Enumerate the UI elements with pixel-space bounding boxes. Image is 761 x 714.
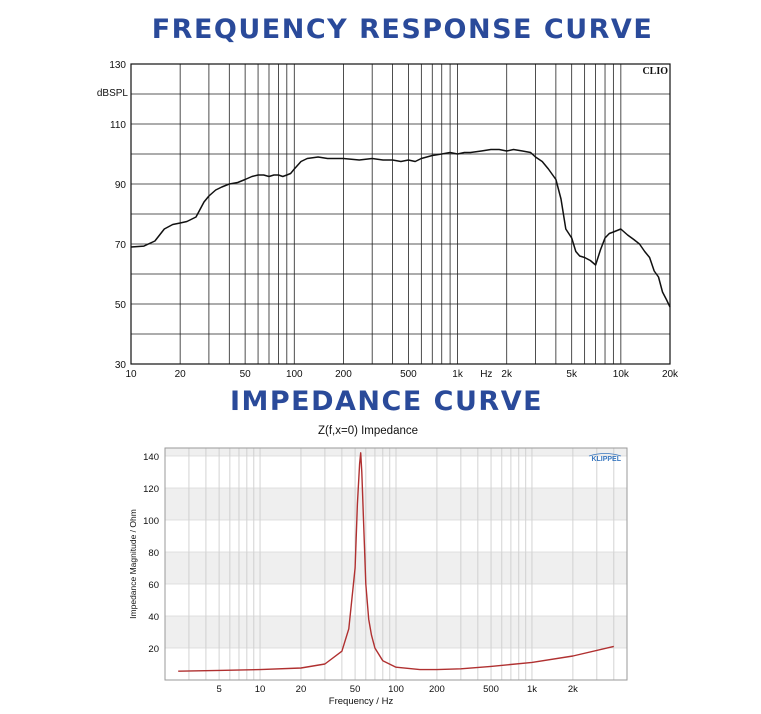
fr-x-tick-label: 10 [125, 369, 137, 380]
fr-x-tick-label: 200 [335, 369, 352, 380]
fr-y-tick-label: 90 [115, 180, 127, 191]
imp-y-tick-label: 20 [148, 644, 159, 655]
imp-series-line [178, 452, 614, 672]
imp-y-tick-label: 40 [148, 612, 159, 623]
imp-x-tick-label: 10 [255, 684, 266, 695]
fr-y-tick-label: 70 [115, 240, 127, 251]
fr-x-tick-label: 1k [452, 369, 464, 380]
fr-y-tick-label: 130 [109, 60, 126, 71]
imp-x-tick-label: 5 [216, 684, 221, 695]
fr-brand-label: CLIO [642, 66, 668, 77]
imp-brand-label: KLIPPEL [591, 456, 621, 463]
fr-x-tick-label: Hz [480, 369, 492, 380]
imp-title: Z(f,x=0) Impedance [318, 425, 418, 437]
fr-brand-backing [641, 65, 669, 76]
imp-y-tick-label: 100 [143, 516, 159, 527]
fr-x-tick-label: 5k [566, 369, 578, 380]
imp-plot-frame [164, 447, 628, 681]
fr-plot-frame [130, 63, 671, 365]
imp-x-tick-label: 100 [388, 684, 404, 695]
fr-x-tick-label: 2k [501, 369, 513, 380]
imp-y-tick-label: 120 [143, 484, 159, 495]
fr-y-tick-label: 110 [110, 120, 126, 131]
fr-x-tick-label: 20 [175, 369, 187, 380]
fr-ylabel: dBSPL [97, 88, 129, 99]
fr-series-line [130, 148, 671, 308]
imp-xlabel: Frequency / Hz [329, 696, 394, 707]
fr-x-tick-label: 20k [662, 369, 679, 380]
fr-x-tick-label: 10k [613, 369, 630, 380]
fr-y-tick-label: 50 [115, 300, 127, 311]
fr-y-tick-label: 30 [115, 360, 127, 371]
imp-y-tick-label: 60 [148, 580, 159, 591]
imp-y-tick-label: 80 [148, 548, 159, 559]
imp-brand-arc [588, 453, 622, 457]
imp-x-tick-label: 50 [350, 684, 361, 695]
fr-x-tick-label: 50 [240, 369, 252, 380]
imp-x-tick-label: 200 [429, 684, 445, 695]
imp-x-tick-label: 20 [296, 684, 307, 695]
fr-x-tick-label: 500 [400, 369, 417, 380]
imp-y-tick-label: 140 [143, 452, 159, 463]
imp-x-tick-label: 1k [527, 684, 537, 695]
imp-x-tick-label: 2k [568, 684, 578, 695]
frequency-response-heading: FREQUENCY RESPONSE CURVE [151, 14, 654, 45]
impedance-heading: IMPEDANCE CURVE [229, 386, 544, 417]
imp-x-tick-label: 500 [483, 684, 499, 695]
fr-x-tick-label: 100 [286, 369, 303, 380]
imp-ylabel: Impedance Magnitude / Ohm [128, 509, 138, 619]
fr-ylabel-backing [94, 84, 130, 97]
